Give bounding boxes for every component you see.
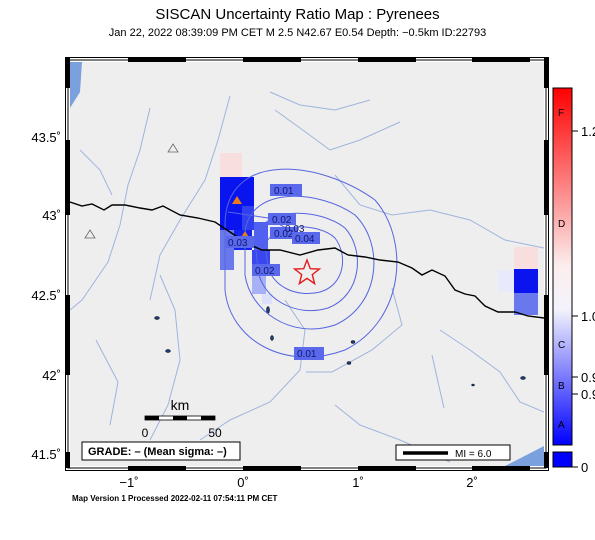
event-info: Jan 22, 2022 08:39:09 PM CET M 2.5 N42.6… [108,27,487,39]
map-frame [65,57,549,471]
grade-letter: A [558,420,565,431]
lat-tick-label: 42.5˚ [31,288,61,303]
rivers [70,91,544,463]
contour-label: 0.01 [297,349,317,360]
contour-label: 0.04 [295,234,315,245]
scale-unit: km [171,397,190,413]
grade-letter: D [558,219,565,230]
grade-box: GRADE: – (Mean sigma: –) [81,441,241,461]
grade-letter: C [558,340,565,351]
lat-tick-label: 43˚ [42,208,61,223]
grade-letter: B [558,381,565,392]
colorbar-value: 0 [581,460,588,475]
contour-labels: 0.01 0.02 0.02 0.03 0.04 0.02 0.03 0.01 [226,184,324,360]
grade-letter: F [558,108,564,119]
sea-area [70,62,82,108]
map-title: SISCAN Uncertainty Ratio Map : Pyrenees [155,6,440,23]
lat-ticks: 43.5˚ 43˚ 42.5˚ 42˚ 41.5˚ [31,130,61,462]
contour-label: 0.03 [285,224,305,235]
mi-box: MI = 6.0 [395,444,511,461]
lat-tick-label: 43.5˚ [31,130,61,145]
contour-label: 0.02 [274,229,294,240]
epicenter-star-icon[interactable] [292,258,322,286]
lon-tick-label: 0˚ [237,475,249,490]
station-triangle [232,196,242,204]
lon-tick-label: 1˚ [352,475,364,490]
lon-tick-label: 2˚ [466,475,478,490]
contour-label: 0.02 [255,266,275,277]
contour-label: 0.02 [272,215,292,226]
sea-area [505,446,544,466]
lat-tick-label: 41.5˚ [31,447,61,462]
grade-label: GRADE: – (Mean sigma: –) [88,446,227,458]
mi-label: MI = 6.0 [455,449,492,460]
station-triangle [84,229,96,239]
colorbar-value: 1.2 [581,124,595,139]
colorbar-value: 0.9 [581,370,595,385]
station-triangle [167,143,179,153]
lon-ticks: −1˚ 0˚ 1˚ 2˚ [119,475,477,490]
colorbar-value: 0.9 [581,387,595,402]
colorbar-value: 1.0 [581,309,595,324]
scale-end: 50 [208,426,222,440]
lakes [154,306,526,387]
lat-tick-label: 42˚ [42,368,61,383]
scale-bar: km 0 50 [142,397,222,440]
map-area[interactable] [70,62,544,466]
footer-text: Map Version 1 Processed 2022-02-11 07:54… [72,494,278,503]
scale-start: 0 [142,426,149,440]
border-line [70,201,544,319]
contour-label: 0.01 [274,186,294,197]
colorbar: F D C B A 1.2 1.0 0.9 0.9 0 [552,87,595,475]
contour-label: 0.03 [228,238,248,249]
lon-tick-label: −1˚ [119,475,138,490]
